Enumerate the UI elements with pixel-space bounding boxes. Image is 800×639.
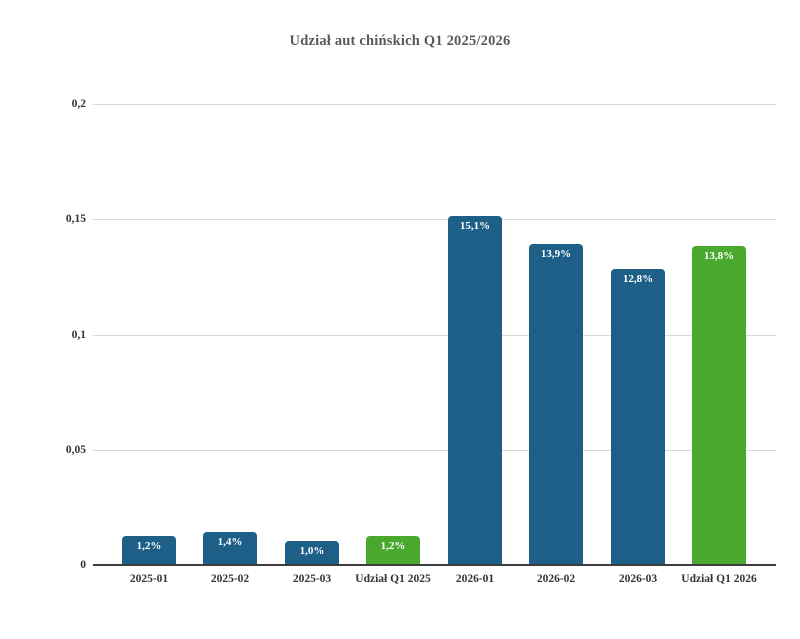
y-axis-tick-label: 0,15 (65, 213, 86, 225)
bar-value-label: 15,1% (459, 220, 491, 232)
gridline-0,2 (93, 104, 776, 105)
bar-value-label: 1,2% (380, 540, 406, 552)
bar-2025-03: 1,0% (285, 541, 339, 564)
x-axis-tick-label: 2026-03 (618, 573, 658, 585)
bar-value-label: 13,9% (540, 248, 572, 260)
bar-2026-03: 12,8% (611, 269, 665, 564)
bar-value-label: 1,0% (299, 545, 325, 557)
x-axis-tick-label: 2026-02 (536, 573, 576, 585)
x-axis-tick-label: 2025-02 (210, 573, 250, 585)
bar-2025-01: 1,2% (122, 536, 176, 564)
chart-title: Udział aut chińskich Q1 2025/2026 (289, 33, 511, 49)
x-axis-tick-label: 2026-01 (455, 573, 495, 585)
gridline-0,1 (93, 335, 776, 336)
y-axis-tick-label: 0,2 (71, 98, 86, 110)
y-axis-tick-label: 0,1 (71, 329, 86, 341)
bar-2025-02: 1,4% (203, 532, 257, 564)
bar-2026-01: 15,1% (448, 216, 502, 564)
bar-value-label: 1,4% (217, 536, 243, 548)
bar-value-label: 13,8% (703, 250, 735, 262)
x-axis-tick-label: 2025-01 (129, 573, 169, 585)
bar-Udział Q1 2025: 1,2% (366, 536, 420, 564)
x-axis-tick-label: Udział Q1 2025 (355, 573, 431, 585)
bar-Udział Q1 2026: 13,8% (692, 246, 746, 564)
gridline-0,15 (93, 219, 776, 220)
y-axis-tick-label: 0,05 (65, 444, 86, 456)
x-axis-tick-label: 2025-03 (292, 573, 332, 585)
gridline-0,05 (93, 450, 776, 451)
x-axis-line (93, 564, 776, 566)
bar-value-label: 12,8% (622, 273, 654, 285)
y-axis-tick-label: 0 (80, 559, 86, 571)
bar-value-label: 1,2% (136, 540, 162, 552)
x-axis-tick-label: Udział Q1 2026 (681, 573, 757, 585)
bar-2026-02: 13,9% (529, 244, 583, 564)
